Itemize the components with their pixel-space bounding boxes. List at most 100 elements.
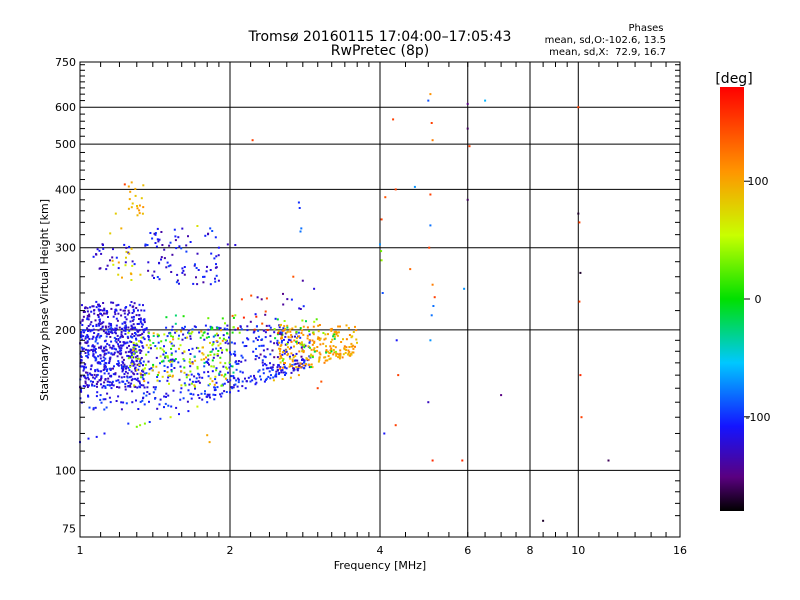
data-point — [337, 331, 340, 334]
data-point — [92, 328, 95, 331]
data-point — [156, 376, 159, 378]
data-point — [143, 338, 146, 341]
data-point — [95, 383, 98, 385]
data-point — [301, 362, 304, 365]
data-point — [303, 359, 306, 362]
y-tick-label: 75 — [62, 523, 76, 536]
data-point — [263, 362, 266, 365]
data-point — [237, 327, 239, 330]
data-point — [207, 317, 210, 320]
data-point — [131, 356, 133, 359]
data-point — [274, 337, 277, 340]
data-point — [212, 356, 215, 359]
data-point — [162, 353, 165, 356]
data-point — [187, 374, 190, 377]
data-point — [165, 266, 168, 269]
data-point — [105, 362, 108, 365]
data-point — [139, 358, 142, 361]
data-point — [160, 256, 163, 259]
data-point — [97, 355, 100, 358]
data-point — [96, 342, 99, 345]
data-point — [136, 214, 139, 217]
data-point — [318, 357, 321, 359]
data-point — [227, 380, 230, 383]
data-point — [260, 378, 262, 381]
data-point — [239, 370, 242, 373]
data-point — [135, 425, 138, 428]
data-point — [111, 347, 114, 350]
data-point — [185, 250, 188, 253]
data-point — [178, 378, 181, 381]
data-point — [263, 380, 266, 383]
data-point — [170, 271, 173, 273]
data-point — [86, 327, 89, 330]
data-point — [175, 406, 178, 409]
data-point — [161, 348, 164, 351]
data-point — [111, 383, 113, 386]
data-point — [335, 331, 338, 333]
data-point — [313, 350, 316, 353]
data-point — [298, 350, 301, 353]
data-point — [215, 332, 218, 335]
data-point — [109, 401, 112, 404]
data-point — [198, 381, 201, 384]
data-point — [297, 331, 300, 334]
data-point — [206, 401, 209, 404]
data-point — [148, 400, 150, 403]
data-point — [268, 324, 271, 327]
data-point — [122, 341, 125, 344]
data-point — [181, 338, 184, 341]
data-point — [180, 247, 183, 250]
data-point — [169, 416, 172, 419]
data-point — [269, 326, 272, 329]
data-point — [299, 362, 302, 365]
data-point — [109, 336, 112, 338]
data-point — [102, 356, 105, 359]
data-point — [201, 334, 204, 337]
data-point — [99, 361, 101, 364]
data-point — [241, 385, 244, 388]
data-point — [256, 296, 259, 299]
data-point — [294, 335, 296, 338]
data-point — [267, 375, 270, 378]
data-point — [330, 350, 333, 353]
data-point — [147, 261, 150, 264]
data-point — [343, 348, 346, 351]
data-point — [147, 351, 150, 354]
data-point — [211, 328, 214, 331]
data-point — [237, 389, 240, 392]
data-point — [84, 382, 87, 385]
data-point — [108, 333, 110, 336]
data-point — [128, 245, 131, 248]
data-point — [289, 357, 292, 360]
data-point — [134, 366, 137, 369]
data-point — [135, 337, 137, 340]
data-point — [128, 198, 131, 201]
data-point — [104, 345, 107, 348]
data-point — [188, 349, 190, 351]
data-point — [214, 375, 217, 378]
data-point — [215, 381, 218, 384]
data-point — [185, 376, 188, 379]
data-point — [202, 275, 204, 278]
data-point — [126, 341, 129, 344]
data-point — [102, 369, 105, 371]
data-point — [253, 376, 256, 379]
data-point — [240, 328, 243, 331]
data-point — [126, 379, 129, 382]
data-point — [326, 359, 329, 362]
data-point — [219, 329, 222, 332]
data-point — [122, 361, 125, 364]
data-point — [209, 396, 211, 399]
data-point — [198, 397, 201, 399]
data-point — [225, 339, 228, 342]
data-point — [101, 325, 104, 328]
data-point — [355, 338, 358, 341]
data-point — [291, 358, 294, 361]
data-point — [125, 318, 128, 321]
data-point — [330, 327, 333, 330]
data-point — [251, 379, 254, 382]
data-point — [99, 357, 102, 360]
data-point — [284, 327, 287, 330]
data-point — [151, 274, 154, 277]
